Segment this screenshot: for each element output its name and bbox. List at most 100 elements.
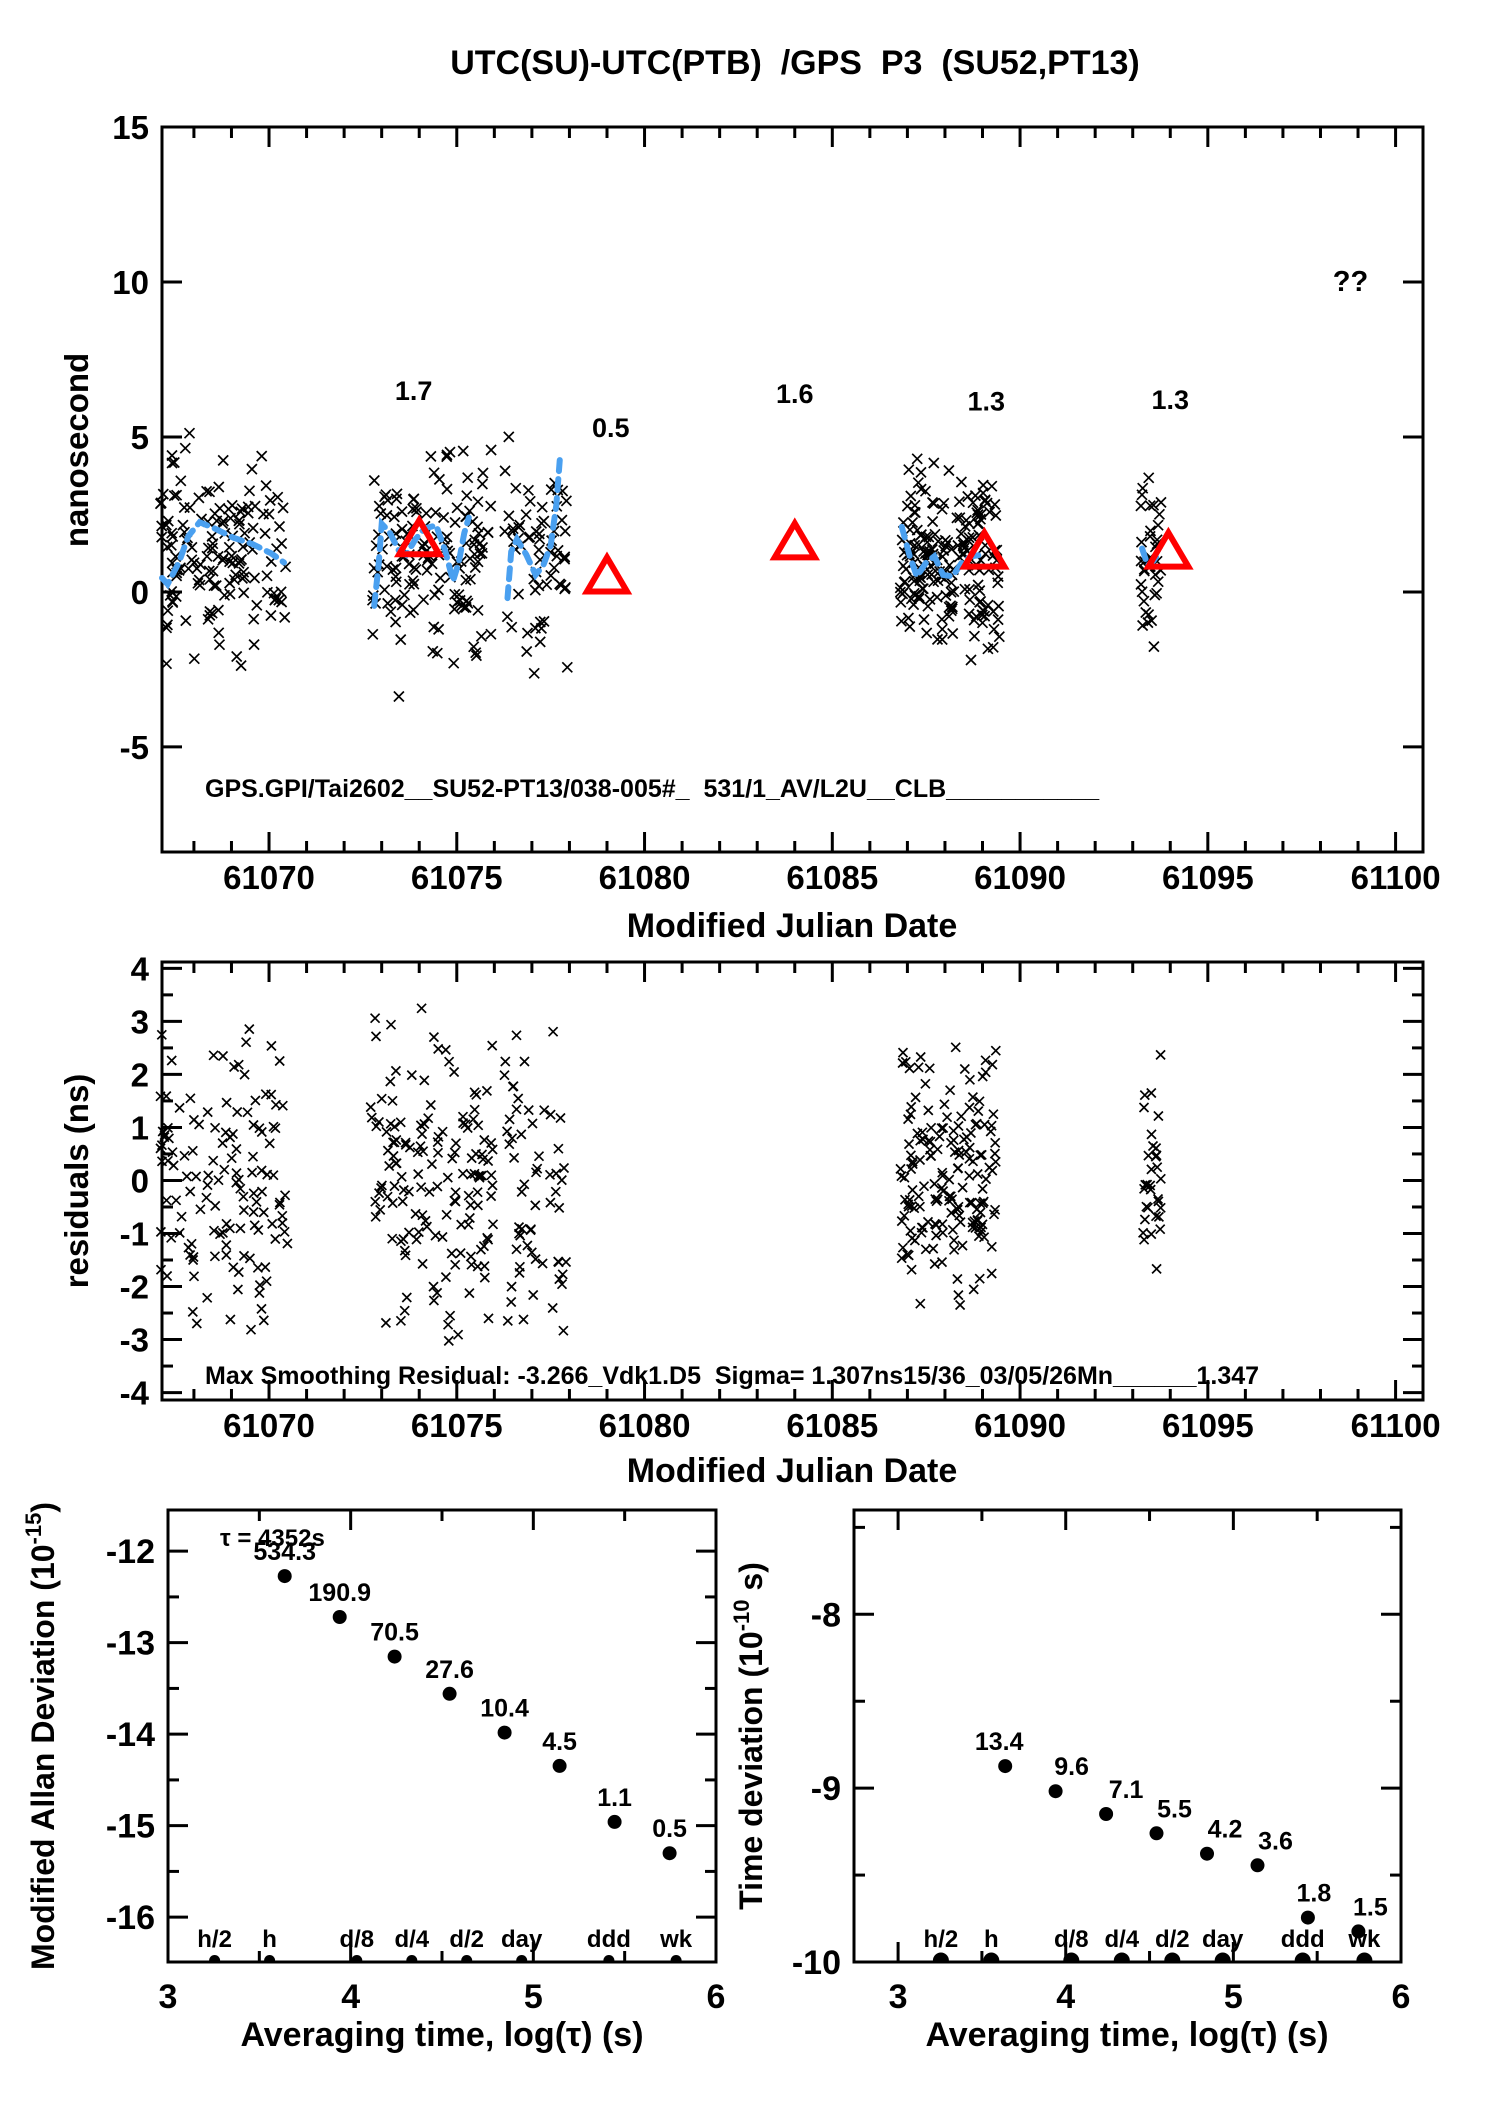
figure-title: UTC(SU)-UTC(PTB) /GPS P3 (SU52,PT13) xyxy=(450,44,1140,82)
time-interval-marker xyxy=(351,1955,363,1961)
deviation-value-label: 13.4 xyxy=(975,1728,1024,1756)
time-interval-label: day xyxy=(501,1926,543,1953)
x-tick-label: 61085 xyxy=(786,859,878,896)
y-tick-label: -2 xyxy=(120,1269,149,1306)
triangle-marker xyxy=(393,514,445,558)
y-tick-label: -4 xyxy=(120,1375,150,1412)
time-interval-label: d/8 xyxy=(339,1926,374,1953)
deviation-value-label: 1.5 xyxy=(1353,1893,1388,1921)
panel-modified-allan-deviation: 3 4 5 6 -16 -15 -14 -13 -12 534.3 190.9 70.527.610.… xyxy=(21,1502,725,2016)
deviation-point xyxy=(1099,1807,1114,1821)
time-interval-marker xyxy=(1113,1952,1130,1961)
time-interval-marker xyxy=(983,1952,1000,1961)
y-tick-label: 0 xyxy=(131,1162,149,1199)
time-interval-label: ddd xyxy=(1281,1926,1325,1953)
tdev-x-axis-label: Averaging time, log(τ) (s) xyxy=(925,2016,1328,2054)
x-tick-label: 3 xyxy=(159,1978,178,2016)
time-interval-marker xyxy=(209,1955,221,1961)
deviation-value-label: 5.5 xyxy=(1157,1795,1192,1823)
axis-ticks xyxy=(854,1510,1403,1964)
axes-box xyxy=(852,1508,1403,1964)
x-tick-label: 61070 xyxy=(223,1407,315,1444)
deviation-value-label: 3.6 xyxy=(1258,1827,1293,1855)
y-tick-label: -5 xyxy=(120,729,149,766)
deviation-value-label: 534.3 xyxy=(253,1538,316,1566)
scatter-points xyxy=(154,427,1167,703)
y-tick-label: 1 xyxy=(131,1109,149,1146)
y-tick-label: 3 xyxy=(131,1003,149,1040)
axes-box xyxy=(160,125,1425,854)
panel-residuals: 61070 61075 61080 61085 61090 61095 61100 -4 -3 -… xyxy=(120,950,1441,1444)
mdev-x-axis-label: Averaging time, log(τ) (s) xyxy=(240,2016,643,2054)
axis-ticks xyxy=(162,962,1423,1400)
y-tick-label: -1 xyxy=(120,1215,149,1252)
time-interval-label: d/2 xyxy=(449,1926,484,1953)
y-axis-label: Time deviation (10-10 s) xyxy=(729,1562,769,1910)
y-tick-label: 10 xyxy=(112,264,149,301)
axis-ticks xyxy=(166,1510,718,1962)
deviation-value-label: 7.1 xyxy=(1109,1776,1144,1804)
deviation-value-label: 70.5 xyxy=(370,1619,419,1647)
y-tick-label: -15 xyxy=(106,1808,155,1846)
axis-tick-labels: 61070 61075 61080 61085 61090 61095 61100 -5 0 5 1… xyxy=(112,109,1440,896)
deviation-point xyxy=(1250,1858,1265,1873)
time-interval-marker xyxy=(264,1955,276,1961)
deviation-value-label: 0.5 xyxy=(652,1815,687,1843)
y-tick-label: 2 xyxy=(131,1056,149,1093)
deviation-point xyxy=(1149,1826,1164,1841)
time-interval-label: h/2 xyxy=(924,1926,959,1953)
smoothing-line xyxy=(371,514,472,609)
y-tick-label: -16 xyxy=(106,1899,155,1937)
deviation-point xyxy=(1048,1784,1063,1799)
time-interval-marker xyxy=(1356,1952,1373,1961)
deviation-point xyxy=(1200,1846,1214,1861)
top-y-axis-label: nanosecond xyxy=(58,353,95,547)
deviation-point xyxy=(1300,1910,1315,1925)
deviation-point xyxy=(607,1814,622,1829)
x-tick-label: 61095 xyxy=(1162,1407,1254,1444)
y-tick-label: 15 xyxy=(112,109,149,146)
deviation-point xyxy=(332,1610,347,1624)
deviation-point xyxy=(277,1569,292,1584)
x-tick-label: 61070 xyxy=(223,859,315,896)
y-tick-label: -14 xyxy=(106,1716,155,1754)
y-axis-label: Modified Allan Deviation (10-15) xyxy=(21,1502,61,1970)
time-interval-label: d/8 xyxy=(1054,1926,1089,1953)
scatter-points xyxy=(155,1003,1166,1347)
triangle-value-label: 1.3 xyxy=(967,387,1005,417)
time-interval-label: wk xyxy=(1347,1926,1381,1953)
deviation-point xyxy=(1351,1924,1366,1939)
x-tick-label: 61100 xyxy=(1351,859,1441,896)
deviation-point xyxy=(442,1686,457,1701)
triangle-marker xyxy=(769,517,820,561)
time-interval-marker xyxy=(516,1955,528,1961)
missing-value-label: ?? xyxy=(1333,266,1368,298)
triangle-marker xyxy=(581,551,633,595)
y-tick-label: 4 xyxy=(131,950,150,987)
triangle-marker xyxy=(1143,526,1194,570)
triangle-marker xyxy=(959,526,1010,570)
panel-utc-difference: 61070 61075 61080 61085 61090 61095 61100 -5 0 5 1… xyxy=(112,109,1440,896)
time-interval-label: day xyxy=(1202,1926,1244,1953)
time-interval-label: h xyxy=(984,1926,999,1953)
x-tick-label: 6 xyxy=(707,1978,726,2016)
time-interval-marker xyxy=(406,1955,418,1961)
x-tick-label: 6 xyxy=(1392,1978,1411,2016)
x-tick-label: 61090 xyxy=(974,859,1066,896)
deviation-value-label: 1.1 xyxy=(597,1784,632,1812)
triangle-value-label: 0.5 xyxy=(592,413,630,443)
deviation-value-label: 27.6 xyxy=(425,1656,474,1684)
top-x-axis-label: Modified Julian Date xyxy=(627,907,958,945)
y-tick-label: -10 xyxy=(792,1944,841,1982)
x-tick-label: 61080 xyxy=(599,1407,691,1444)
y-tick-label: -8 xyxy=(811,1596,841,1634)
smoothing-line xyxy=(159,518,287,590)
time-interval-label: h xyxy=(262,1926,277,1953)
x-tick-label: 5 xyxy=(1224,1978,1243,2016)
deviation-point xyxy=(497,1725,512,1740)
triangle-value-label: 1.3 xyxy=(1152,385,1190,415)
y-tick-label: 5 xyxy=(131,419,149,456)
y-tick-label: -9 xyxy=(811,1770,841,1808)
